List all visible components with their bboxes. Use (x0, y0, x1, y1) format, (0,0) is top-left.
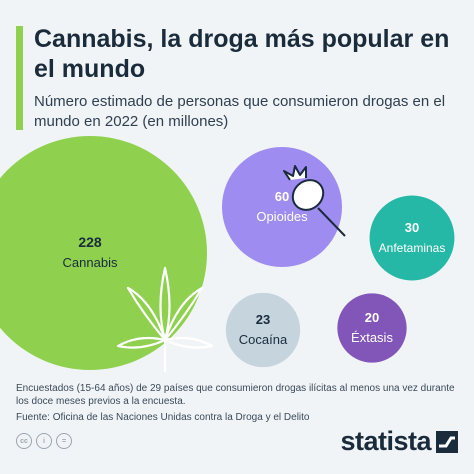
category-label-2: Anfetaminas (379, 241, 446, 255)
cannabis-leaf-icon (116, 266, 214, 372)
value-label-3: 23 (256, 312, 270, 327)
value-label-1: 60 (275, 189, 289, 204)
value-label-4: 20 (365, 310, 379, 325)
no-derivatives-icon[interactable]: = (56, 433, 72, 449)
category-label-4: Éxtasis (351, 330, 393, 345)
category-label-3: Cocaína (239, 332, 288, 347)
accent-bar (16, 26, 23, 130)
bubble-4 (337, 293, 407, 363)
brand-name: statista (340, 426, 431, 456)
license-icons: cc i = (16, 433, 72, 449)
value-label-0: 228 (78, 234, 102, 250)
bubble-1 (221, 146, 343, 268)
value-label-2: 30 (405, 220, 419, 235)
category-label-0: Cannabis (63, 255, 118, 270)
bubble-3 (225, 292, 301, 368)
attribution-icon[interactable]: i (36, 433, 52, 449)
footnote: Encuestados (15-64 años) de 29 países qu… (16, 383, 455, 407)
bubble-2 (369, 195, 455, 281)
bubble-0 (0, 136, 207, 370)
statista-logo[interactable]: statista (340, 426, 458, 457)
source-note: Fuente: Oficina de las Naciones Unidas c… (16, 412, 310, 423)
poppy-icon (283, 165, 346, 237)
statista-mark-icon (436, 430, 458, 453)
chart-subtitle: Número estimado de personas que consumie… (34, 93, 446, 130)
cc-icon[interactable]: cc (16, 433, 32, 449)
chart-title: Cannabis, la droga más popular en el mun… (34, 25, 450, 83)
category-label-1: Opioides (256, 209, 308, 224)
